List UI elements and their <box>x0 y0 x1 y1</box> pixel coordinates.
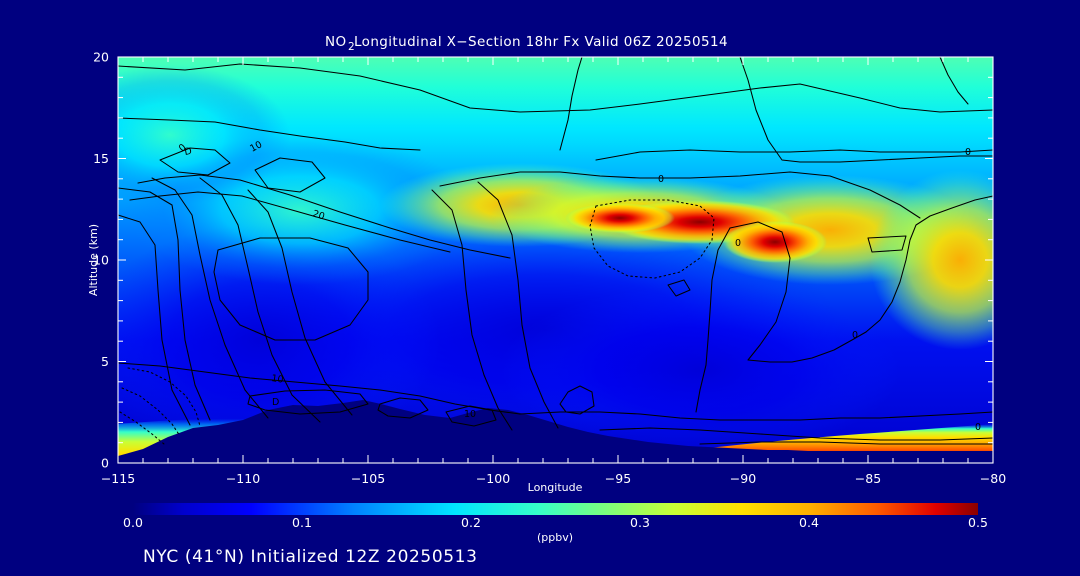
title-rest: Longitudinal X−Section 18hr Fx Valid 06Z… <box>354 34 728 50</box>
contour-line-far-right-top <box>939 57 969 105</box>
contour-line-vertical-right <box>739 57 801 163</box>
contour-label-D-nw: D <box>184 146 193 158</box>
terrain-mask <box>118 400 993 463</box>
x-tick-label-5: −90 <box>730 471 756 486</box>
contour-label-10-west: 10 <box>271 373 285 386</box>
contour-dotted-upper <box>595 199 715 219</box>
contour-closed-surface-2 <box>445 405 497 427</box>
field-east-edge-moderate <box>870 170 993 350</box>
x-tick-label-7: −80 <box>980 471 1006 486</box>
contour-label-0-surface: 0 <box>975 422 981 433</box>
y-tick-label-4: 20 <box>93 50 109 65</box>
colorbar-gradient[interactable] <box>133 503 978 515</box>
contour-dotted-loop <box>589 205 715 279</box>
x-tick-label-4: −95 <box>605 471 631 486</box>
contour-line-left-3 <box>151 177 269 419</box>
contour-label-D-west: D <box>272 397 279 408</box>
contour-closed-nw-1 <box>159 147 231 176</box>
contour-line-left-1 <box>118 187 211 421</box>
contour-line-0-top <box>595 149 993 161</box>
contour-closed-mid <box>213 237 369 341</box>
y-tick-label-3: 15 <box>93 151 109 166</box>
y-tick-label-1: 5 <box>101 354 109 369</box>
contour-label-10-center: 10 <box>464 409 476 420</box>
contour-line-center-1 <box>431 189 513 431</box>
contour-dotted-west-2 <box>121 387 181 437</box>
contour-line-10-east <box>519 411 993 421</box>
contour-label-0-upper: 0 <box>658 174 664 185</box>
colorbar[interactable]: 0.0 0.1 0.2 0.3 0.4 0.5 (ppbv) <box>123 503 988 544</box>
colorbar-tick-label-1: 0.1 <box>292 515 312 530</box>
x-tick-label-3: −100 <box>476 471 510 486</box>
contour-label-0-far-right: 0 <box>965 147 971 158</box>
x-tick-label-0: −115 <box>101 471 135 486</box>
colorbar-tick-label-5: 0.5 <box>968 515 988 530</box>
contour-line-20 <box>137 174 511 259</box>
contour-label-20: 20 <box>311 208 326 222</box>
y-axis-ticks: 0 5 10 15 20 <box>93 50 993 471</box>
plot-title: NO 2 Longitudinal X−Section 18hr Fx Vali… <box>325 34 728 53</box>
contour-label-0-nw: 0 <box>177 142 189 154</box>
overlay-contours: 20 10 10 10 0 0 0 0 0 0 D D <box>118 57 993 445</box>
colorbar-tick-label-4: 0.4 <box>799 515 819 530</box>
figure-caption: NYC (41°N) Initialized 12Z 20250513 <box>143 547 478 567</box>
contour-closed-surface-1 <box>377 397 429 419</box>
y-axis-label: Altitude (km) <box>87 224 100 296</box>
contour-label-10-nw: 10 <box>248 139 264 154</box>
contour-line-center-2 <box>477 181 559 429</box>
contour-closed-surface-3 <box>559 385 595 415</box>
x-axis-label: Longitude <box>528 481 583 494</box>
contour-core-right <box>729 221 791 361</box>
contour-core-base <box>747 331 867 363</box>
contour-line-left-2 <box>118 214 191 426</box>
contour-dotted-west-1 <box>127 367 201 427</box>
contour-labels: 20 10 10 10 0 0 0 0 0 0 D D <box>177 139 981 433</box>
contour-line-left-5 <box>247 189 353 416</box>
x-axis-ticks: −115 −110 −105 −100 −95 −90 −85 −80 <box>101 57 1006 486</box>
field-hot-core-main <box>723 221 827 263</box>
field-northwest-moderate <box>118 65 290 205</box>
contour-line-vertical-center <box>559 57 583 151</box>
contour-line-left-4 <box>199 177 321 423</box>
y-tick-label-0: 0 <box>101 456 109 471</box>
contour-line-right-top <box>799 155 993 163</box>
contour-label-0-east: 0 <box>852 330 858 341</box>
contour-line-10-lower <box>118 362 521 415</box>
colorbar-tick-label-2: 0.2 <box>461 515 481 530</box>
contour-label-0-core: 0 <box>735 238 741 249</box>
contour-line-surface-east-1 <box>599 427 993 441</box>
x-tick-label-6: −85 <box>855 471 881 486</box>
title-subscript: 2 <box>348 41 355 53</box>
contour-line-upper-2 <box>118 117 421 151</box>
colorbar-unit-label: (ppbv) <box>537 531 573 544</box>
cross-section-field <box>118 57 993 463</box>
contour-line-20b <box>129 191 451 253</box>
x-tick-label-2: −105 <box>351 471 385 486</box>
colorbar-tick-labels: 0.0 0.1 0.2 0.3 0.4 0.5 <box>123 515 988 530</box>
contour-closed-D-west <box>247 389 369 415</box>
contour-line-upper-1 <box>118 63 993 113</box>
contour-line-0-upper <box>439 171 921 219</box>
x-tick-label-1: −110 <box>226 471 260 486</box>
plot-axes: −115 −110 −105 −100 −95 −90 −85 −80 0 5 10 15 20 Lo… <box>87 50 1006 495</box>
field-hot-core-secondary <box>565 203 675 233</box>
contour-dotted-west-3 <box>119 411 165 445</box>
contour-closed-center-tiny <box>667 279 691 297</box>
contour-line-surface-east-2 <box>699 441 993 445</box>
contour-core-left <box>695 227 731 413</box>
title-species: NO <box>325 34 347 50</box>
contour-closed-right-small <box>867 235 907 253</box>
colorbar-tick-label-3: 0.3 <box>630 515 650 530</box>
colorbar-tick-label-0: 0.0 <box>123 515 143 530</box>
y-tick-label-2: 10 <box>93 253 109 268</box>
contour-line-right-slope <box>865 195 993 333</box>
